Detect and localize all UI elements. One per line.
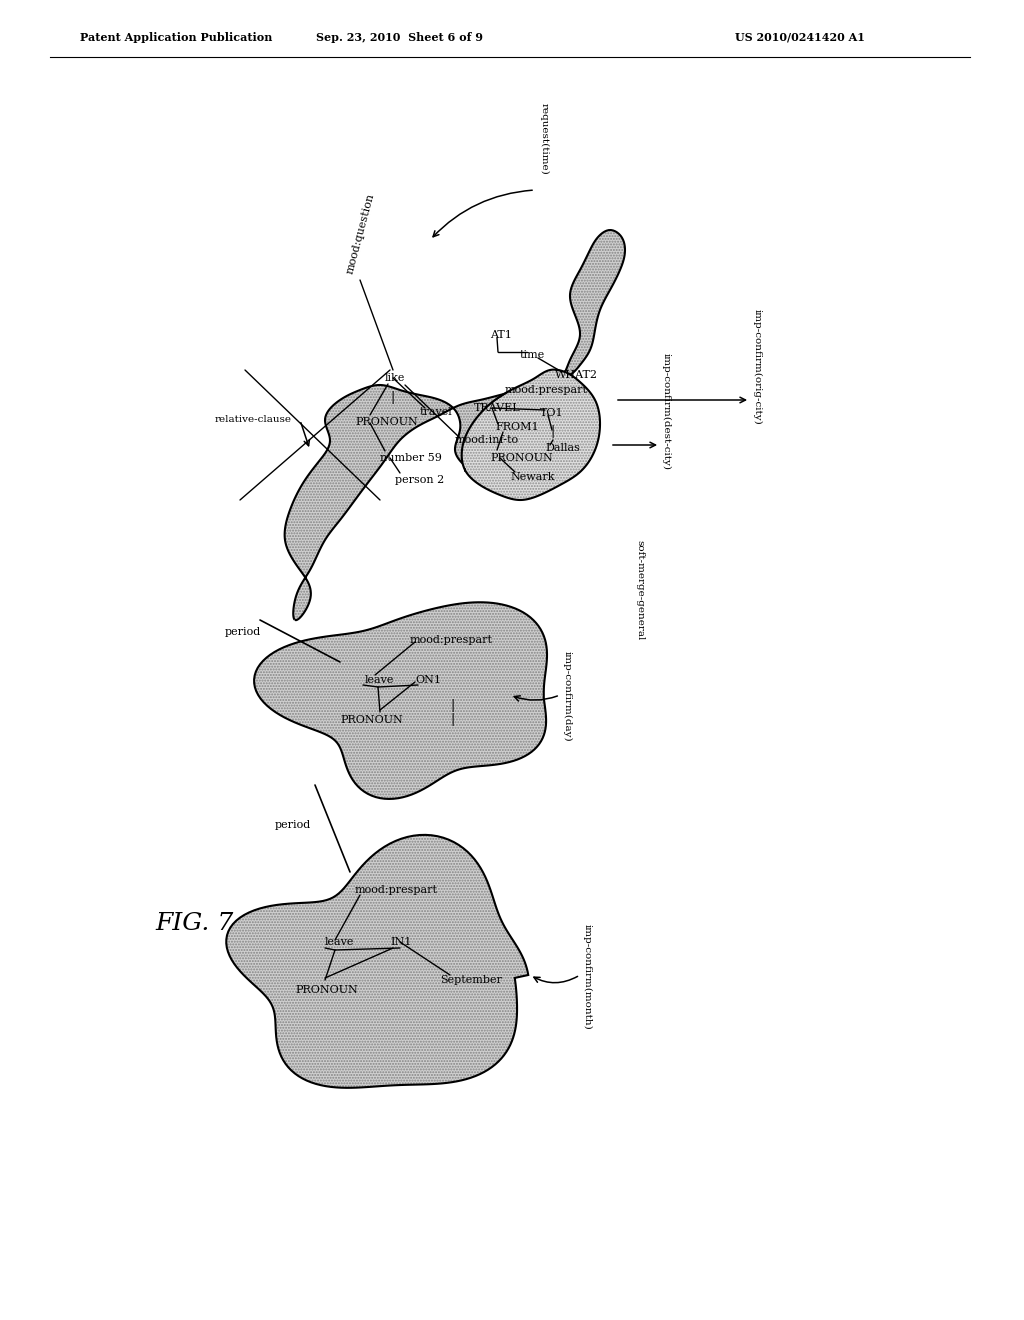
Text: time: time bbox=[520, 350, 545, 360]
Text: AT1: AT1 bbox=[490, 330, 512, 341]
Text: imp-confirm(orig-city): imp-confirm(orig-city) bbox=[753, 309, 762, 425]
Text: |: | bbox=[551, 425, 555, 438]
Text: |: | bbox=[451, 700, 455, 713]
Text: Patent Application Publication: Patent Application Publication bbox=[80, 32, 272, 44]
Text: period: period bbox=[275, 820, 311, 830]
Text: mood:inf-to: mood:inf-to bbox=[455, 436, 519, 445]
Text: leave: leave bbox=[325, 937, 354, 946]
Text: soft-merge-general: soft-merge-general bbox=[635, 540, 644, 640]
Text: imp-confirm(day): imp-confirm(day) bbox=[563, 651, 572, 742]
Text: request(time): request(time) bbox=[540, 103, 549, 176]
Text: mood:prespart: mood:prespart bbox=[410, 635, 493, 645]
Text: TRAVEL: TRAVEL bbox=[474, 403, 520, 413]
Text: mood:prespart: mood:prespart bbox=[355, 884, 438, 895]
Text: period: period bbox=[225, 627, 261, 638]
Text: PRONOUN: PRONOUN bbox=[295, 985, 357, 995]
Text: Newark: Newark bbox=[510, 473, 555, 482]
Text: Dallas: Dallas bbox=[545, 444, 580, 453]
Text: US 2010/0241420 A1: US 2010/0241420 A1 bbox=[735, 32, 865, 44]
Text: ON1: ON1 bbox=[415, 675, 441, 685]
Text: FIG. 7: FIG. 7 bbox=[155, 912, 233, 935]
Polygon shape bbox=[285, 230, 625, 620]
Text: relative-clause: relative-clause bbox=[215, 416, 292, 425]
Text: |: | bbox=[451, 714, 455, 726]
Text: September: September bbox=[440, 975, 502, 985]
Text: WHAT2: WHAT2 bbox=[555, 370, 598, 380]
Text: TO1: TO1 bbox=[540, 408, 563, 418]
Polygon shape bbox=[226, 834, 528, 1088]
Text: travel: travel bbox=[420, 407, 453, 417]
Polygon shape bbox=[254, 602, 547, 799]
Text: FROM1: FROM1 bbox=[495, 422, 539, 432]
Text: PRONOUN: PRONOUN bbox=[355, 417, 418, 426]
Text: mood:prespart: mood:prespart bbox=[505, 385, 588, 395]
Text: number 59: number 59 bbox=[380, 453, 442, 463]
Text: IN1: IN1 bbox=[390, 937, 412, 946]
Text: Sep. 23, 2010  Sheet 6 of 9: Sep. 23, 2010 Sheet 6 of 9 bbox=[316, 32, 483, 44]
Polygon shape bbox=[462, 370, 600, 500]
Text: like: like bbox=[385, 374, 406, 383]
Text: leave: leave bbox=[365, 675, 394, 685]
Text: imp-confirm(month): imp-confirm(month) bbox=[583, 924, 592, 1030]
Text: PRONOUN: PRONOUN bbox=[490, 453, 553, 463]
Text: imp-confirm(dest-city): imp-confirm(dest-city) bbox=[662, 352, 671, 470]
Text: |: | bbox=[391, 392, 395, 404]
Text: person 2: person 2 bbox=[395, 475, 444, 484]
Text: mood:question: mood:question bbox=[345, 193, 376, 275]
Text: PRONOUN: PRONOUN bbox=[340, 715, 402, 725]
